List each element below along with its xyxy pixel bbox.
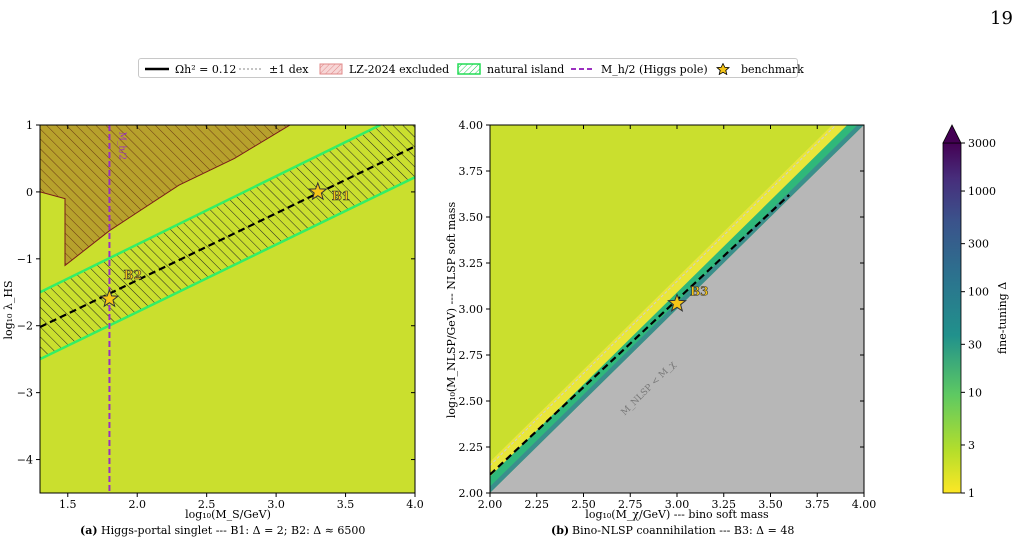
x-tick-label: 4.00 bbox=[852, 498, 877, 511]
y-tick-label: 4.00 bbox=[459, 119, 484, 132]
y-tick-label: 3.75 bbox=[459, 165, 484, 178]
y-tick-label: −4 bbox=[17, 454, 33, 467]
benchmark-label: B3 bbox=[690, 284, 709, 298]
panel-b-x-ticks: 2.00 2.25 2.50 2.75 3.00 3.25 3.50 3.75 4.00 bbox=[478, 125, 877, 511]
colorbar-ticks: 3000 1000 300 100 30 10 3 1 bbox=[961, 137, 996, 500]
legend-item-benchmark: benchmark bbox=[711, 59, 804, 79]
colorbar-tick-label: 30 bbox=[968, 338, 982, 351]
panel-a-y-axis-label: log₁₀ λ_HS bbox=[2, 280, 15, 339]
panel-a-x-ticks: 1.5 2.0 2.5 3.0 3.5 4.0 bbox=[59, 125, 424, 511]
x-tick-label: 2.00 bbox=[478, 498, 503, 511]
y-tick-label: 3.25 bbox=[459, 257, 484, 270]
y-tick-label: −2 bbox=[17, 320, 33, 333]
panel-b-y-ticks: 4.00 3.75 3.50 3.25 3.00 2.75 2.50 2.25 2.00 bbox=[459, 119, 864, 500]
island-lower-edge bbox=[40, 176, 415, 361]
green-hatch-icon bbox=[457, 63, 481, 75]
higgs-pole-label: M_h/2 bbox=[116, 132, 126, 160]
x-tick-label: 3.25 bbox=[712, 498, 737, 511]
y-tick-label: −3 bbox=[17, 387, 33, 400]
legend-item-dex: ±1 dex bbox=[239, 59, 308, 79]
legend-item-excluded: LZ-2024 excluded bbox=[319, 59, 449, 79]
colorbar-tick-label: 3 bbox=[968, 439, 975, 452]
panel-b-benchmarks: B3 bbox=[667, 284, 709, 312]
y-tick-label: −1 bbox=[17, 253, 33, 266]
red-hatch-icon bbox=[319, 63, 343, 75]
colorbar-extend-arrow bbox=[942, 124, 962, 144]
legend-item-island: natural island bbox=[457, 59, 564, 79]
x-tick-label: 2.0 bbox=[128, 498, 146, 511]
legend-item-relic: Ωh² = 0.12 bbox=[145, 59, 236, 79]
x-tick-label: 3.5 bbox=[337, 498, 355, 511]
y-tick-label: 2.25 bbox=[459, 441, 484, 454]
y-tick-label: 2.00 bbox=[459, 487, 484, 500]
legend-label: benchmark bbox=[741, 62, 804, 76]
forbidden-region bbox=[490, 125, 864, 493]
colorbar-tick-label: 3000 bbox=[968, 137, 996, 150]
colorbar-tick-label: 300 bbox=[968, 238, 989, 251]
x-tick-label: 3.0 bbox=[267, 498, 285, 511]
legend-item-higgs-pole: M_h/2 (Higgs pole) bbox=[571, 59, 708, 79]
benchmark-star bbox=[99, 288, 120, 308]
panel-a-benchmarks: B1 B2 bbox=[99, 181, 351, 308]
y-tick-label: 3.00 bbox=[459, 303, 484, 316]
star-icon bbox=[711, 63, 735, 75]
x-tick-label: 2.5 bbox=[198, 498, 216, 511]
panel-a-y-ticks: 1 0 −1 −2 −3 −4 bbox=[17, 119, 415, 467]
x-tick-label: 3.00 bbox=[665, 498, 690, 511]
y-tick-label: 2.50 bbox=[459, 395, 484, 408]
legend-label: LZ-2024 excluded bbox=[349, 62, 450, 76]
y-tick-label: 1 bbox=[26, 119, 33, 132]
panel-b-caption-tag: (b) bbox=[551, 524, 569, 537]
colorbar-tick-label: 100 bbox=[968, 286, 989, 299]
panel-b-caption: Bino-NLSP coannihilation --- B3: Δ = 48 bbox=[572, 524, 794, 537]
colorbar-tick-label: 10 bbox=[968, 386, 982, 399]
y-tick-label: 0 bbox=[26, 186, 33, 199]
island-upper-edge bbox=[40, 125, 381, 294]
lz-excluded-hatch bbox=[40, 125, 290, 266]
dashed-line-icon bbox=[239, 63, 263, 75]
colorbar: 3000 1000 300 100 30 10 3 1 fine-tuning Δ bbox=[942, 124, 1009, 500]
panel-a-caption-tag: (a) bbox=[80, 524, 98, 537]
colorbar-tick-label: 1000 bbox=[968, 185, 996, 198]
legend-label: Ωh² = 0.12 bbox=[175, 62, 237, 76]
chart-legend: Ωh² = 0.12 ±1 dex LZ-2024 excluded natur… bbox=[138, 58, 804, 79]
benchmark-label: B2 bbox=[123, 268, 142, 282]
x-tick-label: 4.0 bbox=[406, 498, 424, 511]
colorbar-label: fine-tuning Δ bbox=[996, 282, 1009, 354]
panel-a-caption: Higgs-portal singlet --- B1: Δ = 2; B2: … bbox=[101, 524, 365, 537]
x-tick-label: 2.75 bbox=[618, 498, 643, 511]
relic-density-line bbox=[490, 194, 790, 476]
plus-one-dex-line bbox=[490, 125, 837, 466]
benchmark-label: B1 bbox=[332, 189, 351, 203]
purple-dashed-icon bbox=[571, 63, 595, 75]
x-tick-label: 2.50 bbox=[571, 498, 596, 511]
x-tick-label: 2.25 bbox=[525, 498, 550, 511]
colorbar-gradient bbox=[942, 142, 962, 494]
x-tick-label: 3.50 bbox=[758, 498, 783, 511]
colorbar-tick-label: 1 bbox=[968, 487, 975, 500]
x-tick-label: 3.75 bbox=[805, 498, 830, 511]
panel-b-plot: M_NLSP < M_χ 2.00 2.25 2.50 2.75 3.00 3.25 3.5… bbox=[445, 119, 877, 537]
solid-line-icon bbox=[145, 63, 169, 75]
page-number: 19 bbox=[990, 8, 1013, 29]
panel-a-plot: M_h/2 1.5 2.0 2.5 3.0 3.5 4.0 1 0 −1 −2 −3 −4 B1 B2… bbox=[2, 119, 424, 537]
y-tick-label: 2.75 bbox=[459, 349, 484, 362]
y-tick-label: 3.50 bbox=[459, 211, 484, 224]
legend-label: ±1 dex bbox=[269, 62, 309, 76]
panel-b-x-axis-label: log₁₀(M_χ/GeV) --- bino soft mass bbox=[585, 508, 769, 521]
legend-label: natural island bbox=[487, 62, 565, 76]
benchmark-star bbox=[667, 293, 687, 312]
panel-b-y-axis-label: log₁₀(M_NLSP/GeV) --- NLSP soft mass bbox=[445, 202, 458, 419]
legend-label: M_h/2 (Higgs pole) bbox=[601, 62, 708, 76]
x-tick-label: 1.5 bbox=[59, 498, 77, 511]
panel-a-x-axis-label: log₁₀(M_S/GeV) bbox=[185, 508, 271, 521]
natural-island-region bbox=[40, 125, 415, 360]
benchmark-star bbox=[307, 181, 328, 201]
